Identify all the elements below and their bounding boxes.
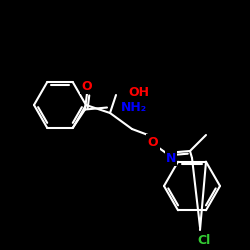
Text: OH: OH	[128, 86, 149, 100]
Text: Cl: Cl	[198, 234, 210, 246]
Text: O: O	[148, 136, 158, 148]
Text: O: O	[82, 80, 92, 93]
Text: N: N	[166, 152, 176, 164]
Text: NH₂: NH₂	[121, 101, 147, 114]
